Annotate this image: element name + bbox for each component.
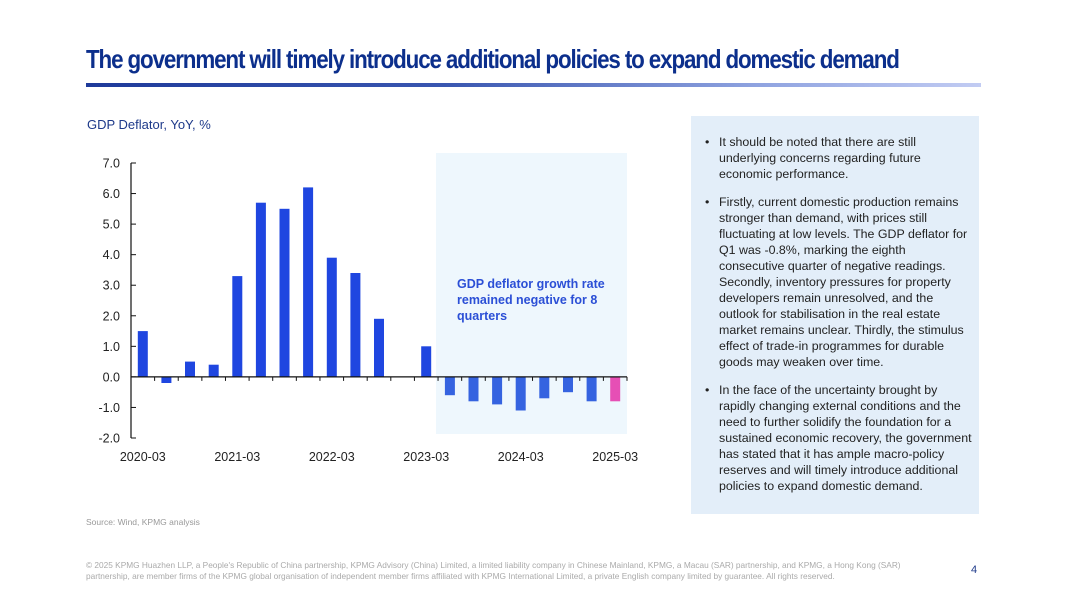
x-tick-label: 2024-03 (498, 450, 544, 464)
x-tick-label: 2021-03 (214, 450, 260, 464)
bar-2024-09 (563, 376, 573, 393)
bar-2021-12 (303, 187, 314, 377)
y-tick-label: -2.0 (98, 432, 120, 446)
bar-2021-06 (255, 202, 266, 377)
bar-2023-09 (468, 376, 479, 402)
y-tick-label: 6.0 (103, 187, 120, 201)
copyright-footer: © 2025 KPMG Huazhen LLP, a People's Repu… (86, 560, 901, 581)
bar-2025-03 (610, 376, 621, 402)
bar-2023-12 (492, 376, 503, 405)
commentary-bullet: • Firstly, current domestic production r… (705, 194, 973, 370)
commentary-text: Firstly, current domestic production rem… (719, 195, 968, 369)
y-tick-label: 0.0 (103, 370, 120, 384)
bar-2024-03 (515, 376, 526, 411)
y-tick-label: 3.0 (103, 279, 120, 293)
bar-2021-09 (279, 208, 290, 377)
y-tick-label: 4.0 (103, 248, 120, 262)
y-tick-label: 5.0 (103, 218, 120, 232)
bar-2021-03 (232, 276, 243, 377)
bar-2024-12 (586, 376, 597, 402)
commentary-bullet: • In the face of the uncertainty brought… (705, 382, 973, 494)
page-number: 4 (971, 564, 978, 576)
source-note: Source: Wind, KPMG analysis (86, 517, 200, 527)
bar-2022-03 (326, 257, 337, 377)
bar-2020-12 (208, 364, 219, 377)
page-title: The government will timely introduce add… (86, 44, 900, 74)
x-tick-label: 2025-03 (592, 450, 638, 464)
y-tick-label: -1.0 (98, 401, 120, 415)
x-tick-label: 2020-03 (120, 450, 166, 464)
bar-2020-09 (185, 361, 195, 377)
commentary-text: It should be noted that there are still … (719, 135, 921, 181)
bar-2024-06 (539, 376, 550, 399)
x-tick-label: 2022-03 (309, 450, 355, 464)
y-tick-label: 1.0 (103, 340, 120, 354)
bullet-marker: • (705, 383, 710, 397)
chart-title: GDP Deflator, YoY, % (87, 117, 211, 132)
annotation-line: remained negative for 8 (457, 293, 597, 307)
bars-layer (137, 187, 621, 411)
commentary-text: In the face of the uncertainty brought b… (719, 383, 972, 493)
bar-2023-03 (421, 346, 432, 377)
y-tick-label: 2.0 (103, 309, 120, 323)
commentary-panel: • It should be noted that there are stil… (691, 116, 979, 514)
x-tick-label: 2023-03 (403, 450, 449, 464)
annotation-line: GDP deflator growth rate (457, 277, 605, 291)
bar-2020-03 (137, 331, 148, 377)
commentary-bullet: • It should be noted that there are stil… (705, 134, 973, 182)
bar-2022-06 (350, 273, 361, 377)
bar-2023-06 (444, 376, 455, 396)
bullet-marker: • (705, 135, 710, 149)
bar-2020-06 (161, 376, 172, 383)
title-underline (86, 83, 981, 87)
annotation-line: quarters (457, 309, 507, 323)
negative-period-annotation: GDP deflator growth rate remained negativ… (457, 277, 605, 323)
bar-2022-09 (374, 318, 384, 377)
y-tick-label: 7.0 (103, 157, 120, 171)
bullet-marker: • (705, 195, 710, 209)
